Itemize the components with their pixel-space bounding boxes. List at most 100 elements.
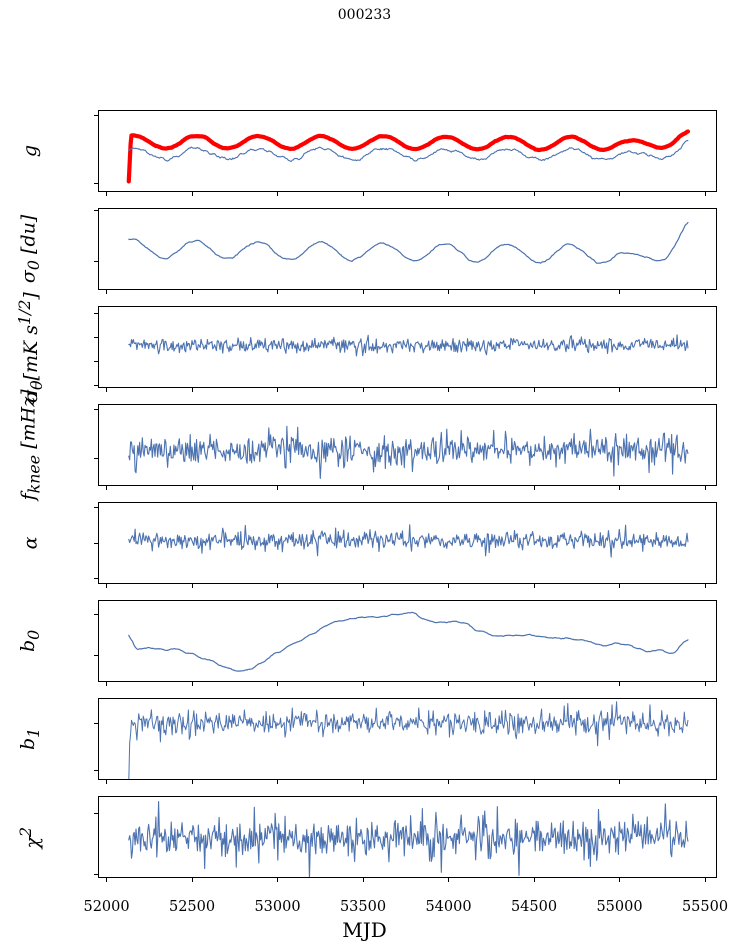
y-tick-alpha-0	[94, 507, 98, 509]
x-tick-sigma_theta-0	[106, 388, 108, 392]
x-tick-sigma0-0	[106, 290, 108, 294]
series-f_knee	[128, 425, 689, 479]
plot-area-sigma_theta	[128, 334, 689, 357]
x-tick-sigma0-1	[191, 290, 193, 294]
x-tick-b1-0	[106, 780, 108, 784]
y-axis-label-b1: b1	[17, 727, 44, 751]
x-tick-alpha-4	[448, 584, 450, 588]
y-tick-alpha-2	[94, 577, 98, 579]
x-tick-sigma_theta-4	[448, 388, 450, 392]
x-tick-label-0: 52000	[83, 899, 130, 915]
x-tick-f_knee-1	[191, 486, 193, 490]
x-tick-b1-7	[704, 780, 706, 784]
x-tick-f_knee-2	[277, 486, 279, 490]
series-chi2	[128, 801, 689, 878]
x-tick-sigma_theta-7	[704, 388, 706, 392]
x-tick-label-2: 53000	[254, 899, 301, 915]
series-b1	[128, 701, 689, 780]
y-tick-b1-1	[94, 770, 98, 772]
series-g-data	[128, 139, 689, 162]
panel-g	[94, 110, 717, 196]
y-axis-label-b0: b0	[17, 629, 44, 653]
x-tick-chi2-4	[448, 878, 450, 882]
x-tick-b1-1	[191, 780, 193, 784]
x-tick-g-6	[619, 192, 621, 196]
x-tick-sigma_theta-3	[362, 388, 364, 392]
clip-b0	[98, 600, 717, 682]
figure-title: 000233	[337, 7, 392, 23]
x-tick-g-4	[448, 192, 450, 196]
y-axis-label-f_knee: fknee [mHz]	[17, 389, 43, 501]
x-tick-sigma_theta-2	[277, 388, 279, 392]
x-tick-f_knee-0	[106, 486, 108, 490]
x-tick-chi2-5	[533, 878, 535, 882]
x-tick-b0-3	[362, 682, 364, 686]
y-tick-b1-0	[94, 722, 98, 725]
y-axis-label-sigma_theta: σθ[mK s1/2]	[14, 291, 46, 403]
x-tick-chi2-1	[191, 878, 193, 882]
plot-area-sigma0	[128, 221, 689, 264]
x-tick-chi2-6	[619, 878, 621, 882]
series-b0	[128, 611, 689, 672]
x-tick-b0-5	[533, 682, 535, 686]
y-axis-label-g: g	[19, 144, 42, 158]
x-tick-g-0	[106, 192, 108, 196]
plot-area-b1	[128, 701, 689, 780]
x-tick-sigma0-5	[533, 290, 535, 294]
x-tick-sigma0-6	[619, 290, 621, 294]
panel-b1	[94, 698, 717, 784]
y-tick-chi2-0	[94, 873, 98, 875]
x-axis-label: MJD	[342, 918, 387, 942]
clip-alpha	[98, 502, 717, 584]
x-tick-alpha-1	[191, 584, 193, 588]
x-tick-sigma0-3	[362, 290, 364, 294]
y-tick-b0-0	[94, 654, 98, 656]
x-tick-sigma_theta-5	[533, 388, 535, 392]
x-tick-label-7: 55500	[681, 899, 729, 915]
x-tick-b0-1	[191, 682, 193, 686]
x-tick-sigma0-7	[704, 290, 706, 294]
x-tick-f_knee-3	[362, 486, 364, 490]
series-alpha	[128, 524, 689, 558]
x-tick-alpha-6	[619, 584, 621, 588]
x-tick-sigma_theta-6	[619, 388, 621, 392]
plot-area-alpha	[128, 524, 689, 558]
y-axis-label-sigma0: σ0 [du]	[17, 214, 44, 284]
x-tick-alpha-7	[704, 584, 706, 588]
x-tick-chi2-3	[362, 878, 364, 882]
clip-b1	[98, 698, 717, 780]
plot-area-f_knee	[128, 425, 689, 479]
x-tick-alpha-3	[362, 584, 364, 588]
x-tick-sigma0-4	[448, 290, 450, 294]
clip-sigma_theta	[98, 306, 717, 388]
x-tick-g-3	[362, 192, 364, 196]
plot-area-b0	[128, 611, 689, 672]
y-tick-sigma_theta-2	[94, 336, 98, 338]
x-tick-chi2-7	[704, 878, 706, 882]
x-tick-f_knee-7	[704, 486, 706, 490]
x-tick-alpha-2	[277, 584, 279, 588]
plot-area-chi2	[128, 801, 689, 878]
y-tick-f_knee-0	[94, 457, 98, 459]
x-tick-label-6: 55000	[596, 899, 643, 915]
x-tick-f_knee-4	[448, 486, 450, 490]
x-tick-alpha-0	[106, 584, 108, 588]
x-tick-b0-0	[106, 682, 108, 686]
series-g-fit	[126, 129, 691, 184]
x-tick-f_knee-6	[619, 486, 621, 490]
panel-chi2	[94, 796, 717, 882]
y-tick-chi2-1	[94, 812, 98, 814]
x-tick-sigma_theta-1	[191, 388, 193, 392]
panel-sigma0	[94, 208, 717, 294]
x-tick-b0-4	[448, 682, 450, 686]
y-tick-sigma0-0	[94, 261, 98, 263]
x-tick-b1-6	[619, 780, 621, 784]
x-tick-b1-5	[533, 780, 535, 784]
x-tick-b0-6	[619, 682, 621, 686]
x-tick-g-7	[704, 192, 706, 196]
y-tick-sigma0-1	[94, 210, 98, 212]
clip-f_knee	[98, 404, 717, 486]
x-tick-b0-2	[277, 682, 279, 686]
panel-alpha	[94, 502, 717, 588]
